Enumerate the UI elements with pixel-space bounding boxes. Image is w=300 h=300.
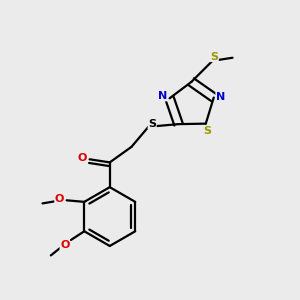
Text: N: N — [216, 92, 225, 102]
Text: N: N — [158, 91, 167, 101]
Text: O: O — [60, 240, 70, 250]
Text: S: S — [210, 52, 218, 61]
Text: O: O — [55, 194, 64, 204]
Text: S: S — [148, 119, 156, 129]
Text: O: O — [77, 153, 87, 163]
Text: S: S — [203, 126, 211, 136]
